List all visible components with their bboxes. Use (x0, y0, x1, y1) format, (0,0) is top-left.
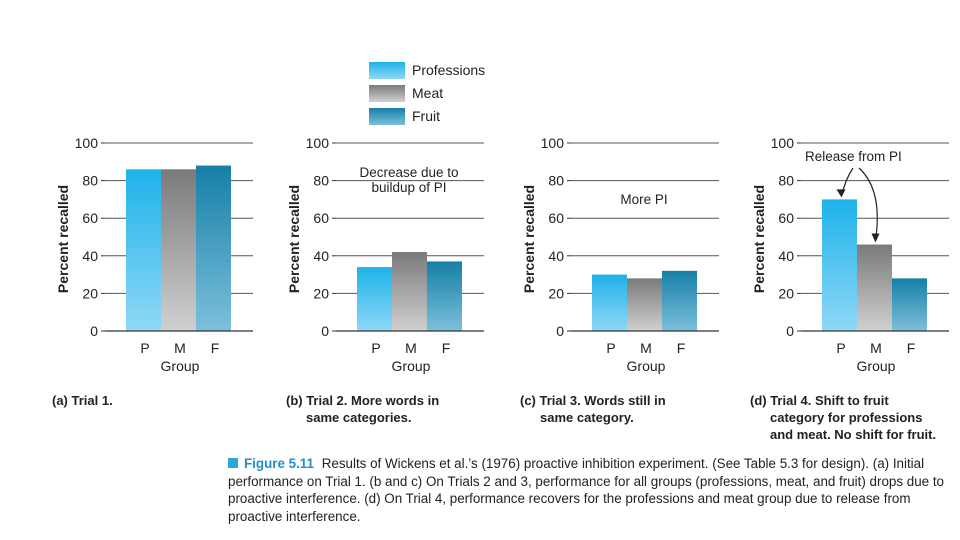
panel-caption-line: (b) Trial 2. More words in (286, 393, 439, 408)
bar-p (822, 199, 857, 331)
bar-m (857, 244, 892, 331)
figure-label: Figure 5.11 (244, 456, 314, 471)
y-tick-label: 100 (306, 135, 330, 151)
annotation-text: Release from PI (805, 149, 902, 164)
x-tick-label: M (405, 340, 417, 356)
y-tick-label: 80 (778, 173, 794, 189)
x-axis-label: Group (392, 358, 431, 374)
bar-f (196, 165, 231, 331)
bar-m (161, 169, 196, 331)
x-tick-label: M (174, 340, 186, 356)
bar-p (126, 169, 161, 331)
panel-caption-line: (a) Trial 1. (52, 393, 113, 408)
bar-m (627, 278, 662, 331)
y-tick-label: 60 (778, 210, 794, 226)
panel-caption-line: same categories. (306, 410, 412, 425)
y-tick-label: 80 (548, 173, 564, 189)
panel-caption-line: (c) Trial 3. Words still in (520, 393, 666, 408)
legend-label-meat: Meat (412, 85, 443, 101)
bar-m (392, 252, 427, 331)
y-axis-label: Percent recalled (286, 185, 302, 293)
x-tick-label: P (606, 340, 615, 356)
panel-caption-line: and meat. No shift for fruit. (770, 427, 936, 442)
legend-label-professions: Professions (412, 62, 485, 78)
arrowhead-icon (836, 189, 846, 198)
y-tick-label: 0 (786, 323, 794, 339)
bar-f (892, 278, 927, 331)
annotation-text: More PI (620, 192, 667, 207)
chart-panels: 0 20 40 60 80 100 Percent recalled P M F Group (a) … (52, 135, 949, 442)
bar-f (427, 261, 462, 331)
y-tick-label: 20 (82, 285, 98, 301)
chart-panel-d: 0 20 40 60 80 100 Percent recalled P M F Group Rele… (750, 135, 949, 442)
x-tick-label: F (677, 340, 686, 356)
x-tick-label: M (640, 340, 652, 356)
y-tick-label: 20 (548, 285, 564, 301)
y-tick-label: 60 (82, 210, 98, 226)
bar-f (662, 270, 697, 331)
y-tick-label: 0 (556, 323, 564, 339)
x-tick-label: P (836, 340, 845, 356)
y-tick-label: 20 (313, 285, 329, 301)
x-axis-label: Group (161, 358, 200, 374)
legend-label-fruit: Fruit (412, 108, 440, 124)
panel-caption: (a) Trial 1. (52, 393, 113, 408)
y-axis-label: Percent recalled (521, 185, 537, 293)
y-tick-label: 100 (771, 135, 795, 151)
panel-caption: (d) Trial 4. Shift to fruit category for … (750, 393, 936, 442)
x-tick-label: F (211, 340, 220, 356)
legend-swatch-meat (369, 85, 405, 102)
y-axis-label: Percent recalled (55, 185, 71, 293)
panel-caption-line: category for professions (770, 410, 922, 425)
legend-swatch-professions (369, 62, 405, 79)
y-tick-label: 80 (313, 173, 329, 189)
bar-p (357, 267, 392, 331)
y-tick-label: 100 (541, 135, 565, 151)
arrowhead-icon (871, 233, 880, 243)
panel-caption: (c) Trial 3. Words still in same category… (520, 393, 666, 425)
figure-caption: Figure 5.11 Results of Wickens et al.’s … (228, 455, 948, 525)
x-axis-label: Group (857, 358, 896, 374)
panel-caption: (b) Trial 2. More words in same categorie… (286, 393, 439, 425)
figure-marker-icon (228, 458, 238, 468)
y-axis-label: Percent recalled (751, 185, 767, 293)
y-tick-label: 40 (778, 248, 794, 264)
chart-panel-a: 0 20 40 60 80 100 Percent recalled P M F Group (a) … (52, 135, 253, 408)
annotation-text: Decrease due to (359, 165, 458, 180)
y-tick-label: 0 (90, 323, 98, 339)
legend: Professions Meat Fruit (369, 62, 485, 125)
bar-p (592, 274, 627, 331)
figure-caption-text: Results of Wickens et al.’s (1976) proac… (228, 456, 945, 524)
x-axis-label: Group (627, 358, 666, 374)
y-tick-label: 40 (548, 248, 564, 264)
y-tick-label: 0 (321, 323, 329, 339)
x-tick-label: P (371, 340, 380, 356)
y-tick-label: 100 (75, 135, 99, 151)
x-tick-label: P (140, 340, 149, 356)
panel-caption-line: (d) Trial 4. Shift to fruit (750, 393, 889, 408)
y-tick-label: 40 (82, 248, 98, 264)
x-tick-label: M (870, 340, 882, 356)
y-tick-label: 60 (313, 210, 329, 226)
x-tick-label: F (442, 340, 451, 356)
figure-chart-panels: Professions Meat Fruit 0 20 40 60 80 100 Percent… (52, 62, 949, 442)
legend-swatch-fruit (369, 108, 405, 125)
y-tick-label: 60 (548, 210, 564, 226)
annotation-arrow (858, 167, 878, 241)
x-tick-label: F (907, 340, 916, 356)
chart-panel-b: 0 20 40 60 80 100 Percent recalled P M F Group Decr… (286, 135, 484, 425)
chart-panel-c: 0 20 40 60 80 100 Percent recalled P M F Group More… (520, 135, 719, 425)
panel-caption-line: same category. (540, 410, 634, 425)
annotation-text: buildup of PI (371, 180, 446, 195)
y-tick-label: 40 (313, 248, 329, 264)
y-tick-label: 20 (778, 285, 794, 301)
y-tick-label: 80 (82, 173, 98, 189)
